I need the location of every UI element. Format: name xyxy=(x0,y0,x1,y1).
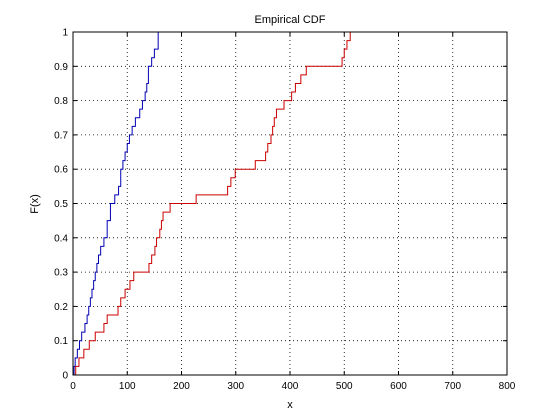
y-axis-label: F(x) xyxy=(29,194,41,214)
red-ecdf-series xyxy=(73,31,468,376)
y-tick-label: 0.7 xyxy=(54,130,68,141)
x-tick-label: 800 xyxy=(499,381,516,392)
series-layer xyxy=(73,31,468,376)
x-tick-label: 300 xyxy=(227,381,244,392)
y-tick-label: 0 xyxy=(62,371,68,382)
x-tick-label: 100 xyxy=(119,381,136,392)
blue-ecdf-series xyxy=(73,32,159,376)
x-tick-label: 0 xyxy=(70,381,76,392)
y-tick-label: 0.6 xyxy=(54,165,68,176)
y-tick-label: 1 xyxy=(62,28,68,39)
y-tick-label: 0.3 xyxy=(54,268,68,279)
x-axis-label: x xyxy=(287,399,293,411)
y-tick-label: 0.5 xyxy=(54,199,68,210)
chart-title: Empirical CDF xyxy=(255,14,326,26)
y-tick-label: 0.9 xyxy=(54,62,68,73)
y-tick-label: 0.8 xyxy=(54,96,68,107)
x-tick-label: 400 xyxy=(282,381,299,392)
x-tick-label: 700 xyxy=(444,381,461,392)
y-tick-label: 0.2 xyxy=(54,302,68,313)
x-tick-label: 200 xyxy=(173,381,190,392)
y-tick-label: 0.1 xyxy=(54,336,68,347)
x-tick-label: 600 xyxy=(390,381,407,392)
x-tick-label: 500 xyxy=(336,381,353,392)
y-tick-label: 0.4 xyxy=(54,233,68,244)
ticks: 0 100 200 300 400 500 600 700 800 0 0.1 0.2 0.3 0.4 0.… xyxy=(54,28,516,393)
